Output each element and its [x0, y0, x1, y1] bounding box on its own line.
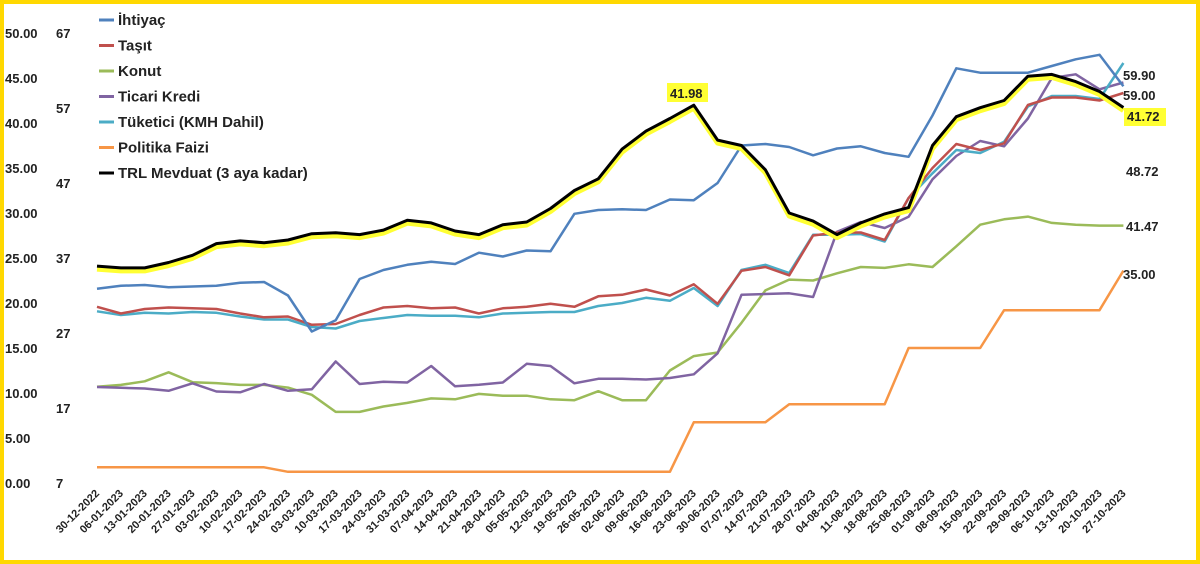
end-value-label: 48.72 [1126, 164, 1159, 179]
left-axis-tick-label: 20.00 [5, 296, 38, 311]
series-line-trl-mevduat-3-aya-kadar [96, 72, 1125, 270]
legend-entry: Tüketici (KMH Dahil) [118, 114, 264, 131]
legend-entry: TRL Mevduat (3 aya kadar) [118, 165, 308, 182]
end-value-label: 41.72 [1127, 109, 1160, 124]
series-line-ticari-kredi [96, 73, 1124, 394]
series-line-t-ketici-kmh-dahil [96, 62, 1125, 330]
deposit-highlight-line [96, 74, 1125, 274]
left-axis-tick-label: 50.00 [5, 26, 38, 41]
legend-entry: Ticari Kredi [118, 89, 200, 106]
end-label-highlight [1124, 108, 1166, 126]
end-value-label: 59.00 [1123, 88, 1156, 103]
series-line-politika-faizi [97, 269, 1125, 474]
right-axis-tick-label: 67 [56, 26, 70, 41]
peak-label-highlight [667, 83, 708, 102]
right-axis-tick-label: 37 [56, 251, 70, 266]
peak-value-label: 41.98 [670, 86, 703, 101]
right-axis-tick-label: 7 [56, 476, 63, 491]
left-axis-tick-label: 0.00 [5, 476, 30, 491]
left-axis-tick-label: 40.00 [5, 116, 38, 131]
left-axis-tick-label: 30.00 [5, 206, 38, 221]
left-axis-tick-label: 45.00 [5, 71, 38, 86]
series-line-ta-t [96, 91, 1124, 327]
legend-entry: İhtiyaç [118, 12, 166, 29]
left-axis-tick-label: 25.00 [5, 251, 38, 266]
right-axis-tick-label: 17 [56, 401, 70, 416]
end-value-label: 59.90 [1123, 68, 1156, 83]
left-axis-tick-label: 15.00 [5, 341, 38, 356]
end-value-label: 35.00 [1123, 267, 1156, 282]
right-axis-tick-label: 57 [56, 101, 70, 116]
legend-entry: Taşıt [118, 38, 152, 55]
right-axis-tick-label: 47 [56, 176, 70, 191]
end-value-label: 41.47 [1126, 219, 1159, 234]
legend-entry: Politika Faizi [118, 140, 209, 157]
series-line-i-htiya [96, 53, 1125, 333]
left-axis-tick-label: 10.00 [5, 386, 38, 401]
legend-entry: Konut [118, 63, 161, 80]
right-axis-tick-label: 27 [56, 326, 70, 341]
left-axis-tick-label: 5.00 [5, 431, 30, 446]
left-axis-tick-label: 35.00 [5, 161, 38, 176]
